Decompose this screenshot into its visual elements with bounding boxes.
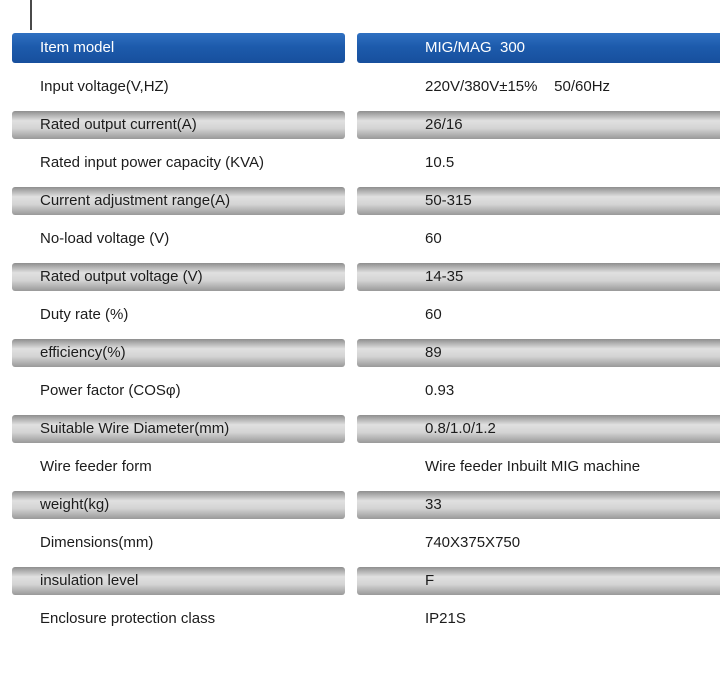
spec-value: 60 — [425, 306, 442, 323]
spec-label: insulation level — [12, 567, 345, 595]
spec-label: Enclosure protection class — [40, 610, 216, 627]
spec-label: Power factor (COSφ) — [40, 382, 181, 399]
table-row: Wire feeder form Wire feeder Inbuilt MIG… — [0, 448, 720, 486]
top-edge-line — [30, 0, 32, 30]
table-row: insulation level F — [0, 562, 720, 600]
table-row: Rated input power capacity (KVA) 10.5 — [0, 144, 720, 182]
spec-value: 0.8/1.0/1.2 — [357, 415, 720, 443]
spec-label: weight(kg) — [12, 491, 345, 519]
table-row: No-load voltage (V) 60 — [0, 220, 720, 258]
table-row: weight(kg) 33 — [0, 486, 720, 524]
spec-label: Wire feeder form — [40, 458, 152, 475]
spec-value: IP21S — [425, 610, 466, 627]
spec-label: Current adjustment range(A) — [12, 187, 345, 215]
table-row: Enclosure protection class IP21S — [0, 600, 720, 638]
spec-value: 60 — [425, 230, 442, 247]
spec-value: 220V/380V±15% 50/60Hz — [425, 78, 611, 95]
spec-value: 26/16 — [357, 111, 720, 139]
spec-label: Suitable Wire Diameter(mm) — [12, 415, 345, 443]
table-row: Duty rate (%) 60 — [0, 296, 720, 334]
header-item-model-label: Item model — [12, 33, 345, 63]
spec-label: Rated input power capacity (KVA) — [40, 154, 264, 171]
table-row: efficiency(%) 89 — [0, 334, 720, 372]
spec-label: No-load voltage (V) — [40, 230, 170, 247]
header-model-value: MIG/MAG 300 — [357, 33, 720, 63]
table-row: Dimensions(mm) 740X375X750 — [0, 524, 720, 562]
spec-label: Input voltage(V,HZ) — [40, 78, 169, 95]
table-row: Suitable Wire Diameter(mm) 0.8/1.0/1.2 — [0, 410, 720, 448]
table-row: Rated output current(A) 26/16 — [0, 106, 720, 144]
spec-value: 14-35 — [357, 263, 720, 291]
spec-value: 740X375X750 — [425, 534, 521, 551]
spec-label: Rated output current(A) — [12, 111, 345, 139]
spec-label: efficiency(%) — [12, 339, 345, 367]
table-row: Input voltage(V,HZ) 220V/380V±15% 50/60H… — [0, 68, 720, 106]
table-header-row: Item model MIG/MAG 300 — [0, 33, 720, 63]
table-row: Rated output voltage (V) 14-35 — [0, 258, 720, 296]
spec-value: 50-315 — [357, 187, 720, 215]
spec-value: F — [357, 567, 720, 595]
table-row: Power factor (COSφ) 0.93 — [0, 372, 720, 410]
specification-table: Item model MIG/MAG 300 Input voltage(V,H… — [0, 33, 720, 638]
spec-value: 10.5 — [425, 154, 455, 171]
spec-value: 33 — [357, 491, 720, 519]
spec-label: Rated output voltage (V) — [12, 263, 345, 291]
spec-label: Duty rate (%) — [40, 306, 129, 323]
spec-value: 89 — [357, 339, 720, 367]
spec-label: Dimensions(mm) — [40, 534, 154, 551]
spec-value: 0.93 — [425, 382, 455, 399]
table-row: Current adjustment range(A) 50-315 — [0, 182, 720, 220]
spec-value: Wire feeder Inbuilt MIG machine — [425, 458, 641, 475]
